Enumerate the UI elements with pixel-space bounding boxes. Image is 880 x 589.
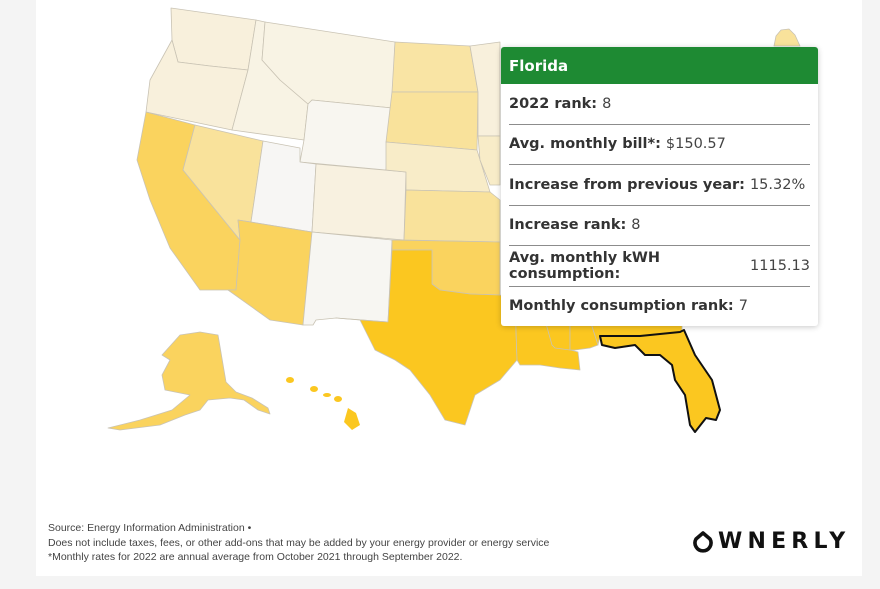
- state-florida[interactable]: [599, 329, 721, 433]
- tooltip-label: Increase rank:: [509, 217, 627, 234]
- tooltip-row-kwh-consumption: Avg. monthly kWH consumption: 1115.13: [509, 246, 810, 287]
- tooltip-label: Monthly consumption rank:: [509, 298, 734, 315]
- footer-notes: Source: Energy Information Administratio…: [48, 521, 549, 565]
- tooltip-label: Avg. monthly kWH consumption:: [509, 249, 660, 282]
- state-colorado[interactable]: [311, 163, 407, 241]
- state-kansas[interactable]: [403, 189, 501, 243]
- tooltip-value: 8: [602, 95, 612, 112]
- house-o-icon: [693, 530, 713, 553]
- tooltip-value: 15.32%: [749, 176, 806, 193]
- tooltip-label: Increase from previous year:: [509, 176, 745, 193]
- state-south-dakota[interactable]: [385, 91, 479, 151]
- state-washington[interactable]: [170, 7, 257, 71]
- state-new-mexico[interactable]: [302, 231, 393, 326]
- logo-text: WNERLY: [718, 529, 851, 554]
- tooltip-value: 8: [631, 217, 641, 234]
- ownerly-logo: WNERLY: [692, 529, 850, 554]
- state-maine[interactable]: [773, 28, 801, 47]
- state-alaska[interactable]: [107, 331, 271, 431]
- tooltip-body: 2022 rank: 8 Avg. monthly bill*: $150.57…: [501, 84, 818, 326]
- tooltip-row-2022-rank: 2022 rank: 8: [509, 84, 810, 125]
- rates-note: *Monthly rates for 2022 are annual avera…: [48, 551, 463, 563]
- state-north-dakota[interactable]: [391, 41, 479, 93]
- state-hawaii[interactable]: [286, 377, 360, 430]
- tooltip-row-increase: Increase from previous year: 15.32%: [509, 165, 810, 206]
- tooltip-value: $150.57: [665, 136, 726, 153]
- map-svg: [107, 7, 801, 433]
- state-wyoming[interactable]: [299, 99, 393, 171]
- tooltip-value: 7: [738, 298, 748, 315]
- tooltip-row-increase-rank: Increase rank: 8: [509, 206, 810, 246]
- tooltip-title: Florida: [501, 47, 818, 84]
- tooltip-row-consumption-rank: Monthly consumption rank: 7: [509, 287, 810, 327]
- state-tooltip: Florida 2022 rank: 8 Avg. monthly bill*:…: [501, 47, 818, 326]
- us-choropleth-map: [107, 7, 801, 433]
- source-note: Source: Energy Information Administratio…: [48, 522, 252, 534]
- tooltip-label: Avg. monthly bill*:: [509, 136, 661, 153]
- taxes-note: Does not include taxes, fees, or other a…: [48, 536, 550, 549]
- tooltip-value: 1115.13: [750, 257, 810, 274]
- tooltip-row-avg-monthly-bill: Avg. monthly bill*: $150.57: [509, 125, 810, 165]
- tooltip-label: 2022 rank:: [509, 95, 598, 112]
- state-texas[interactable]: [335, 249, 518, 426]
- state-iowa[interactable]: [477, 135, 501, 186]
- state-arizona[interactable]: [227, 219, 313, 326]
